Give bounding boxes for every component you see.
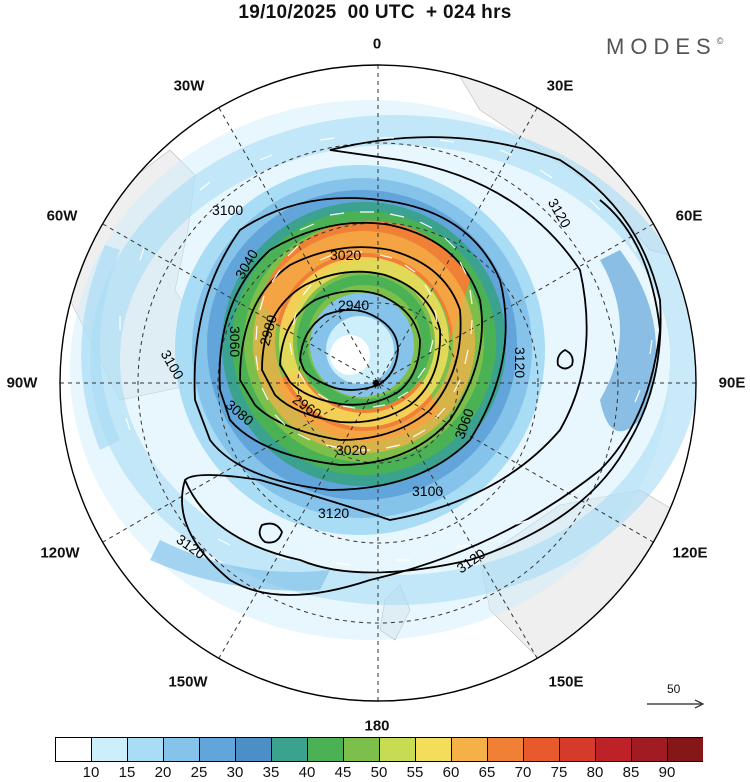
colorbar-cell bbox=[307, 737, 344, 762]
colorbar-tick-label: 45 bbox=[334, 764, 352, 781]
contour-label: 2980 bbox=[256, 313, 280, 347]
colorbar-cell bbox=[523, 737, 560, 762]
colorbar-cell bbox=[667, 737, 703, 762]
colorbar-cell bbox=[415, 737, 452, 762]
colorbar-tick-label: 65 bbox=[478, 764, 496, 781]
colorbar-tick-label: 30 bbox=[226, 764, 244, 781]
logo-text: MODES bbox=[606, 34, 717, 59]
contour-label: 3020 bbox=[330, 247, 361, 263]
lon-label-60e: 60E bbox=[675, 207, 703, 225]
contour-label-group: 3120 3120 3120 3120 3100 3100 3100 3060 … bbox=[158, 196, 575, 577]
colorbar-cell bbox=[595, 737, 632, 762]
colorbar-cell bbox=[55, 737, 92, 762]
contour-label: 3100 bbox=[212, 202, 243, 218]
map-title: 19/10/2025 00 UTC + 024 hrs bbox=[238, 2, 512, 23]
colorbar-cell bbox=[127, 737, 164, 762]
lon-label-90e: 90E bbox=[718, 374, 746, 392]
colorbar-tick-label: 50 bbox=[370, 764, 388, 781]
colorbar-tick-label: 60 bbox=[442, 764, 460, 781]
colorbar-cell bbox=[163, 737, 200, 762]
contour-label: 3100 bbox=[412, 483, 443, 499]
colorbar-tick-label: 20 bbox=[154, 764, 172, 781]
contour-label: 3020 bbox=[336, 442, 367, 458]
colorbar-tick-label: 10 bbox=[82, 764, 100, 781]
contour-label: 3120 bbox=[318, 505, 349, 521]
colorbar-cell bbox=[235, 737, 272, 762]
lon-label-150w: 150W bbox=[168, 673, 208, 691]
colorbar-cell bbox=[451, 737, 488, 762]
lon-label-120e: 120E bbox=[672, 544, 708, 562]
lon-label-30w: 30W bbox=[173, 77, 205, 95]
colorbar-tick-label: 80 bbox=[586, 764, 604, 781]
colorbar-cell bbox=[631, 737, 668, 762]
colorbar-cell bbox=[379, 737, 416, 762]
colorbar-tick-label: 35 bbox=[262, 764, 280, 781]
colorbar-tick-label: 85 bbox=[622, 764, 640, 781]
lon-label-30e: 30E bbox=[546, 77, 574, 95]
colorbar-tick-label: 75 bbox=[550, 764, 568, 781]
colorbar-tick-label: 70 bbox=[514, 764, 532, 781]
lon-label-150e: 150E bbox=[548, 673, 584, 691]
colorbar-cell bbox=[343, 737, 380, 762]
colorbar-cell bbox=[487, 737, 524, 762]
colorbar-tick-label: 15 bbox=[118, 764, 136, 781]
vector-reference-key: 50 bbox=[645, 682, 705, 712]
pole-marker bbox=[373, 380, 379, 386]
lon-label-120w: 120W bbox=[40, 544, 80, 562]
colorbar-tick-label: 25 bbox=[190, 764, 208, 781]
colorbar-cell bbox=[271, 737, 308, 762]
lon-label-60w: 60W bbox=[46, 207, 78, 225]
contour-label: 2940 bbox=[338, 297, 369, 313]
colorbar-tick-label: 90 bbox=[658, 764, 676, 781]
lon-label-180: 180 bbox=[364, 717, 390, 735]
height-contours bbox=[181, 136, 662, 596]
colorbar-cell bbox=[91, 737, 128, 762]
lon-label-0: 0 bbox=[372, 35, 382, 53]
vector-key-value: 50 bbox=[667, 682, 681, 696]
vector-key-arrow-icon bbox=[647, 699, 705, 709]
map-boundary bbox=[59, 64, 697, 702]
lon-label-90w: 90W bbox=[6, 374, 38, 392]
modes-logo: MODES© bbox=[606, 34, 723, 60]
colorbar bbox=[55, 737, 703, 762]
colorbar-cell bbox=[559, 737, 596, 762]
logo-mark: © bbox=[716, 36, 724, 46]
wind-vectors bbox=[119, 137, 653, 566]
contour-label: 3060 bbox=[227, 326, 243, 357]
colorbar-tick-label: 40 bbox=[298, 764, 316, 781]
colorbar-tick-label: 55 bbox=[406, 764, 424, 781]
contour-label: 3120 bbox=[512, 347, 528, 378]
colorbar-cell bbox=[199, 737, 236, 762]
